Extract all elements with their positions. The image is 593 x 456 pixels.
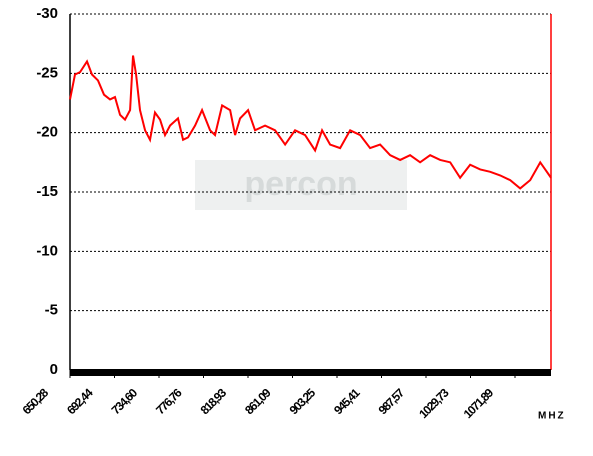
y-tick-label: -15 xyxy=(36,183,58,200)
x-tick-label: 1029,73 xyxy=(416,385,452,421)
x-tick-label: 734,60 xyxy=(109,385,141,417)
y-tick-label: -5 xyxy=(45,302,58,319)
watermark-box xyxy=(195,160,407,210)
y-tick-label: -10 xyxy=(36,242,58,259)
watermark: percon xyxy=(244,165,357,203)
line xyxy=(69,55,552,190)
x-tick-label: 945,41 xyxy=(331,385,363,417)
x-tick-label: 987,57 xyxy=(376,385,408,417)
x-axis xyxy=(70,369,551,376)
x-tick-label: 692,44 xyxy=(64,385,96,417)
y-tick-label: -20 xyxy=(36,124,58,141)
y-tick-label: 0 xyxy=(50,361,58,378)
y-tick-label: -25 xyxy=(36,64,58,81)
x-tick-label: 818,93 xyxy=(198,385,230,417)
x-tick-label: 1071,89 xyxy=(461,385,497,421)
y-tick-label: -30 xyxy=(36,5,58,22)
x-tick-label: 861,09 xyxy=(242,385,274,417)
x-axis-label: MHZ xyxy=(538,411,566,422)
x-tick-label: 650,28 xyxy=(20,385,52,417)
x-tick-label: 776,76 xyxy=(153,385,185,417)
x-tick-label: 903,25 xyxy=(287,385,319,417)
